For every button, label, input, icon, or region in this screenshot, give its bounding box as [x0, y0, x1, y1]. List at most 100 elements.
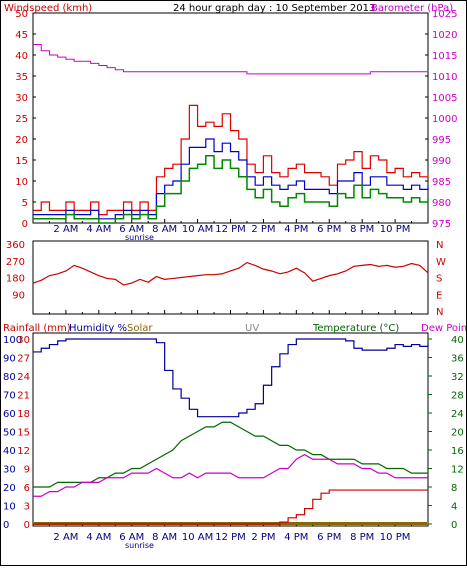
barometer-tick-label: 1020 [432, 30, 457, 41]
rainfall-tick-label: 3 [24, 502, 30, 513]
rainfall-tick-label: 30 [17, 335, 30, 346]
temperature-tick-label: 40 [451, 335, 464, 346]
rainfall-tick-label: 24 [17, 372, 30, 383]
direction-tick-label: 360 [6, 240, 25, 251]
temperature-tick-label: 16 [451, 446, 464, 457]
rainfall-tick-label: 9 [24, 465, 30, 476]
barometer-tick-label: 1005 [432, 93, 457, 104]
dewpoint-line [33, 453, 428, 497]
time-label: 6 PM [317, 224, 341, 235]
time-label: 4 AM [86, 224, 111, 235]
compass-tick-label: S [436, 274, 442, 285]
humidity-tick-label: 90 [3, 354, 16, 365]
direction-panel-frame [32, 240, 429, 315]
barometer-tick-label: 1010 [432, 72, 457, 83]
time-axis-bottom: 2 AM 4 AM 6 AM 8 AM 10 AM 12 PM 2 PM 4 PM 6 PM 8 … [53, 532, 410, 543]
barometer-tick-label: 1015 [432, 51, 457, 62]
sunrise-label-bottom: sunrise [125, 541, 154, 550]
windspeed-tick-label: 0 [22, 219, 28, 230]
temperature-tick-label: 4 [451, 502, 457, 513]
wind-low-line [33, 155, 429, 224]
climate-panel-frame [32, 332, 429, 527]
axis-ticks: 0510152025303540455097598098599099510001… [3, 9, 464, 531]
rainfall-tick-label: 15 [17, 428, 30, 439]
rainfall-tick-label: 18 [17, 409, 30, 420]
humidity-tick-label: 40 [3, 446, 16, 457]
humidity-axis-label: Humidity % [69, 323, 127, 334]
barometer-tick-label: 975 [432, 219, 451, 230]
time-label: 10 PM [380, 224, 411, 235]
barometer-tick-label: 1000 [432, 114, 457, 125]
windspeed-tick-label: 20 [15, 135, 28, 146]
humidity-tick-label: 50 [3, 428, 16, 439]
time-label: 2 AM [53, 224, 78, 235]
temperature-line [33, 421, 428, 488]
rainfall-tick-label: 6 [24, 483, 30, 494]
time-label: 12 PM [215, 532, 246, 543]
barometer-tick-label: 985 [432, 177, 451, 188]
temperature-tick-label: 32 [451, 372, 464, 383]
time-label: 6 PM [317, 532, 341, 543]
barometer-tick-label: 990 [432, 156, 451, 167]
plot-lines [32, 44, 429, 525]
rainfall-tick-label: 0 [24, 520, 30, 531]
solar-axis-label: Solar [127, 323, 153, 334]
humidity-tick-label: 30 [3, 465, 16, 476]
wind-gust-line [33, 104, 429, 216]
windspeed-tick-label: 5 [22, 198, 28, 209]
time-label: 10 AM [182, 532, 213, 543]
compass-tick-label: E [436, 290, 442, 301]
humidity-tick-label: 100 [3, 335, 22, 346]
time-label: 4 PM [284, 532, 308, 543]
temperature-tick-label: 20 [451, 428, 464, 439]
time-label: 12 PM [215, 224, 246, 235]
wind-avg-line [33, 138, 429, 220]
time-label: 4 AM [86, 532, 111, 543]
time-label: 10 PM [380, 532, 411, 543]
windspeed-tick-label: 25 [15, 114, 28, 125]
compass-tick-label: N [436, 307, 443, 318]
time-label: 2 PM [251, 532, 275, 543]
time-label: 6 AM [119, 532, 144, 543]
rainfall-tick-label: 27 [17, 354, 30, 365]
time-label: 6 AM [119, 224, 144, 235]
humidity-tick-label: 0 [3, 520, 9, 531]
windspeed-tick-label: 30 [15, 93, 28, 104]
windspeed-tick-label: 45 [15, 30, 28, 41]
windspeed-tick-label: 50 [15, 9, 28, 20]
time-label: 10 AM [182, 224, 213, 235]
temperature-tick-label: 8 [451, 483, 457, 494]
temperature-tick-label: 24 [451, 409, 464, 420]
rainfall-axis-label: Rainfall (mm) [3, 323, 71, 334]
time-label: 8 AM [152, 224, 177, 235]
temperature-axis-label: Temperature (°C) [312, 323, 399, 334]
compass-tick-label: N [436, 240, 443, 251]
barometer-tick-label: 1025 [432, 9, 457, 20]
direction-tick-label: 90 [12, 290, 25, 301]
graph-title: 24 hour graph day : 10 September 2013 [173, 3, 375, 14]
time-label: 8 PM [350, 224, 374, 235]
barometer-tick-label: 995 [432, 135, 451, 146]
humidity-tick-label: 70 [3, 391, 16, 402]
windspeed-tick-label: 15 [15, 156, 28, 167]
rainfall-line [33, 489, 428, 525]
rainfall-tick-label: 21 [17, 391, 30, 402]
temperature-tick-label: 28 [451, 391, 464, 402]
humidity-tick-label: 80 [3, 372, 16, 383]
uv-axis-label: UV [245, 323, 259, 334]
temperature-tick-label: 12 [451, 465, 464, 476]
temperature-tick-label: 36 [451, 354, 464, 365]
rainfall-tick-label: 12 [17, 446, 30, 457]
sunrise-label-top: sunrise [125, 233, 154, 242]
barometer-axis-label: Barometer (hPa) [371, 3, 453, 14]
windspeed-tick-label: 35 [15, 72, 28, 83]
time-label: 2 PM [251, 224, 275, 235]
time-label: 4 PM [284, 224, 308, 235]
time-label: 8 PM [350, 532, 374, 543]
humidity-tick-label: 20 [3, 483, 16, 494]
time-label: 8 AM [152, 532, 177, 543]
temperature-tick-label: 0 [451, 520, 457, 531]
humidity-tick-label: 60 [3, 409, 16, 420]
